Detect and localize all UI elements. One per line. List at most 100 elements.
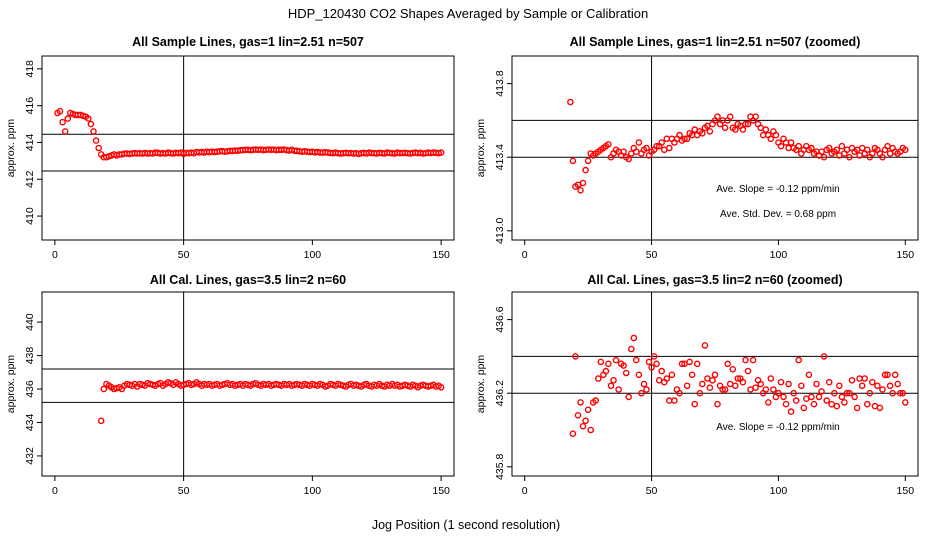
data-point	[805, 371, 813, 379]
data-point	[612, 356, 620, 364]
y-tick-label: 436.2	[494, 380, 506, 406]
data-point	[658, 139, 666, 146]
data-point	[851, 393, 858, 401]
data-point	[719, 386, 726, 393]
data-point	[628, 345, 635, 353]
data-point	[625, 393, 633, 401]
data-point	[795, 356, 803, 364]
data-point	[721, 124, 729, 132]
data-point	[681, 135, 688, 143]
data-point	[686, 358, 693, 366]
data-point	[711, 371, 719, 379]
data-point	[744, 120, 752, 128]
data-point	[605, 360, 612, 368]
data-point	[709, 376, 716, 384]
data-point	[777, 142, 785, 150]
y-tick-label: 413.4	[494, 144, 506, 170]
data-point	[780, 393, 787, 401]
data-point	[848, 376, 856, 384]
data-point	[610, 376, 617, 384]
data-point	[889, 389, 896, 397]
data-point	[85, 115, 92, 122]
data-point	[701, 342, 709, 349]
data-point	[884, 371, 891, 379]
data-point	[595, 375, 602, 382]
x-tick-label: 50	[178, 485, 190, 497]
data-point	[620, 362, 627, 369]
data-point	[100, 385, 108, 393]
data-point	[95, 144, 102, 152]
plot-frame	[41, 291, 455, 477]
shared-x-axis-label: Jog Position (1 second resolution)	[372, 518, 560, 532]
panel-title: All Sample Lines, gas=1 lin=2.51 n=507	[132, 35, 364, 49]
data-point	[635, 139, 643, 146]
data-point	[567, 98, 574, 106]
data-point	[597, 358, 605, 366]
x-tick-label: 50	[178, 249, 190, 261]
data-point	[742, 120, 749, 128]
data-point	[886, 382, 894, 390]
data-point	[757, 380, 765, 388]
data-point	[762, 386, 770, 393]
data-point	[866, 389, 874, 397]
data-point	[663, 375, 671, 382]
x-tick-label: 0	[52, 249, 58, 261]
y-axis-label: approx. ppm	[5, 119, 17, 178]
data-point	[815, 393, 823, 401]
data-point	[869, 150, 876, 157]
data-point	[818, 388, 825, 395]
data-point	[876, 404, 884, 412]
data-point	[792, 397, 800, 404]
data-point	[706, 128, 714, 135]
data-point	[64, 115, 72, 122]
x-tick-label: 100	[304, 249, 322, 261]
data-point	[653, 142, 660, 150]
data-point	[691, 400, 699, 408]
data-point	[874, 382, 881, 390]
data-point	[59, 118, 66, 126]
plot-frame	[511, 55, 919, 241]
y-tick-label: 440	[24, 313, 36, 331]
data-point	[831, 389, 838, 397]
data-point	[787, 139, 795, 146]
data-point	[787, 408, 795, 415]
data-point	[838, 393, 846, 401]
data-point	[607, 382, 615, 390]
data-point	[584, 406, 592, 414]
data-point	[744, 367, 752, 375]
data-point	[810, 400, 818, 408]
y-tick-label: 414	[24, 134, 36, 152]
data-point	[572, 353, 579, 360]
data-point	[582, 166, 589, 174]
data-point	[841, 399, 848, 406]
data-point	[790, 389, 798, 397]
data-point	[777, 378, 785, 386]
panel-sample-lines-zoomed: All Sample Lines, gas=1 lin=2.51 n=507 (…	[475, 35, 919, 261]
data-point	[579, 422, 587, 430]
data-point	[676, 389, 683, 397]
data-point	[732, 126, 739, 133]
data-point	[881, 371, 889, 379]
data-point	[765, 399, 772, 406]
data-point	[699, 380, 706, 388]
data-point	[683, 135, 691, 143]
data-point	[853, 404, 861, 412]
figure-title: HDP_120430 CO2 Shapes Averaged by Sample…	[288, 6, 648, 21]
plot-frame	[41, 55, 455, 241]
data-point	[732, 382, 739, 390]
panel-cal-lines: All Cal. Lines, gas=3.5 lin=2 n=60 0 50 100…	[5, 273, 455, 497]
data-point	[683, 382, 691, 390]
data-point	[714, 400, 721, 408]
y-tick-label: 418	[24, 60, 36, 78]
data-point	[879, 386, 886, 393]
data-point	[752, 384, 759, 392]
x-tick-label: 150	[897, 249, 915, 261]
y-tick-label: 413.0	[494, 218, 506, 244]
data-point	[896, 389, 904, 397]
data-point	[785, 380, 792, 388]
data-point	[798, 382, 805, 390]
data-point	[836, 382, 843, 390]
data-point	[869, 378, 876, 386]
data-point	[56, 107, 64, 115]
